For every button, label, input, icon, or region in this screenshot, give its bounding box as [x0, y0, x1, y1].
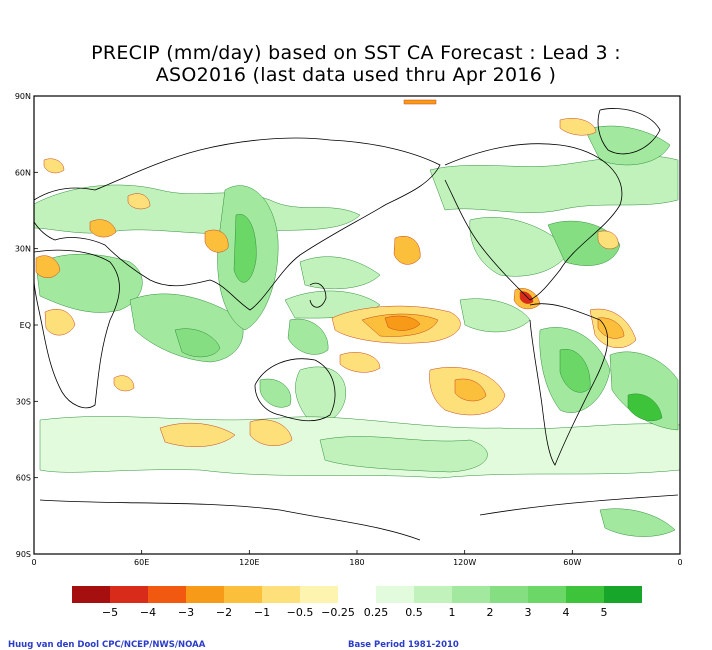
lat-tick-label: 90N — [15, 92, 31, 101]
legend-label: 0.5 — [405, 606, 423, 619]
lon-tick-label: 0 — [31, 558, 36, 567]
legend-color-box — [490, 586, 528, 603]
antarctica-coast — [39, 494, 679, 541]
legend-label: 0.25 — [364, 606, 389, 619]
legend-color-box — [414, 586, 452, 603]
legend-label: 4 — [563, 606, 570, 619]
dry-anomaly-regions — [35, 99, 637, 447]
map-title-line-2: ASO2016 (last data used thru Apr 2016 ) — [155, 64, 557, 86]
greenland-coast — [597, 108, 661, 155]
legend-color-box — [300, 586, 338, 603]
credit-author: Huug van den Dool CPC/NCEP/NWS/NOAA — [8, 640, 206, 650]
legend-label: −0.5 — [287, 606, 314, 619]
latitude-labels: 90N 60N 30N EQ 30S 60S 90S — [15, 92, 38, 559]
lat-tick-label: 30S — [16, 397, 31, 406]
australia-coast — [254, 358, 336, 422]
legend-color-box — [186, 586, 224, 603]
legend-label: 3 — [525, 606, 532, 619]
legend-label: 5 — [601, 606, 608, 619]
lon-tick-label: 120E — [239, 558, 259, 567]
lon-tick-label: 180 — [349, 558, 364, 567]
maritime-continent-coast — [309, 282, 327, 308]
lat-tick-label: 60S — [16, 474, 31, 483]
legend-label: 2 — [487, 606, 494, 619]
lon-tick-label: 0 — [677, 558, 682, 567]
lat-tick-label: 90S — [16, 550, 31, 559]
south-america-coast — [529, 303, 608, 466]
map-area — [33, 95, 681, 555]
north-america-coast — [444, 143, 623, 301]
lat-tick-label: EQ — [20, 321, 31, 330]
lon-tick-label: 60E — [134, 558, 149, 567]
legend-label: −3 — [178, 606, 194, 619]
credit-base-period: Base Period 1981-2010 — [348, 640, 459, 650]
legend-label: −0.25 — [321, 606, 355, 619]
lon-tick-label: 120W — [453, 558, 476, 567]
color-legend: −5 −4 −3 −2 −1 −0.5 −0.25 0.25 0.5 1 2 3 4 5 — [72, 586, 642, 619]
lat-tick-label: 60N — [15, 168, 31, 177]
africa-coast — [34, 249, 120, 409]
lon-tick-label: 60W — [563, 558, 581, 567]
legend-color-box — [338, 586, 376, 603]
legend-color-box — [224, 586, 262, 603]
legend-color-box — [566, 586, 604, 603]
legend-color-box — [72, 586, 110, 603]
precip-anomaly-shading — [34, 99, 680, 537]
map-title-line-1: PRECIP (mm/day) based on SST CA Forecast… — [91, 42, 621, 64]
eurasia-coast — [34, 137, 441, 311]
legend-label: −2 — [216, 606, 232, 619]
legend-color-box — [148, 586, 186, 603]
lat-tick-label: 30N — [15, 245, 31, 254]
legend-color-box — [604, 586, 642, 603]
legend-label: −5 — [102, 606, 118, 619]
legend-color-box — [528, 586, 566, 603]
legend-label: −4 — [140, 606, 156, 619]
coastlines — [34, 108, 679, 541]
legend-label: −1 — [254, 606, 270, 619]
legend-color-box — [376, 586, 414, 603]
legend-label: 1 — [449, 606, 456, 619]
legend-color-box — [262, 586, 300, 603]
legend-color-box — [452, 586, 490, 603]
longitude-labels: 0 60E 120E 180 120W 60W 0 — [31, 550, 683, 567]
legend-color-box — [110, 586, 148, 603]
